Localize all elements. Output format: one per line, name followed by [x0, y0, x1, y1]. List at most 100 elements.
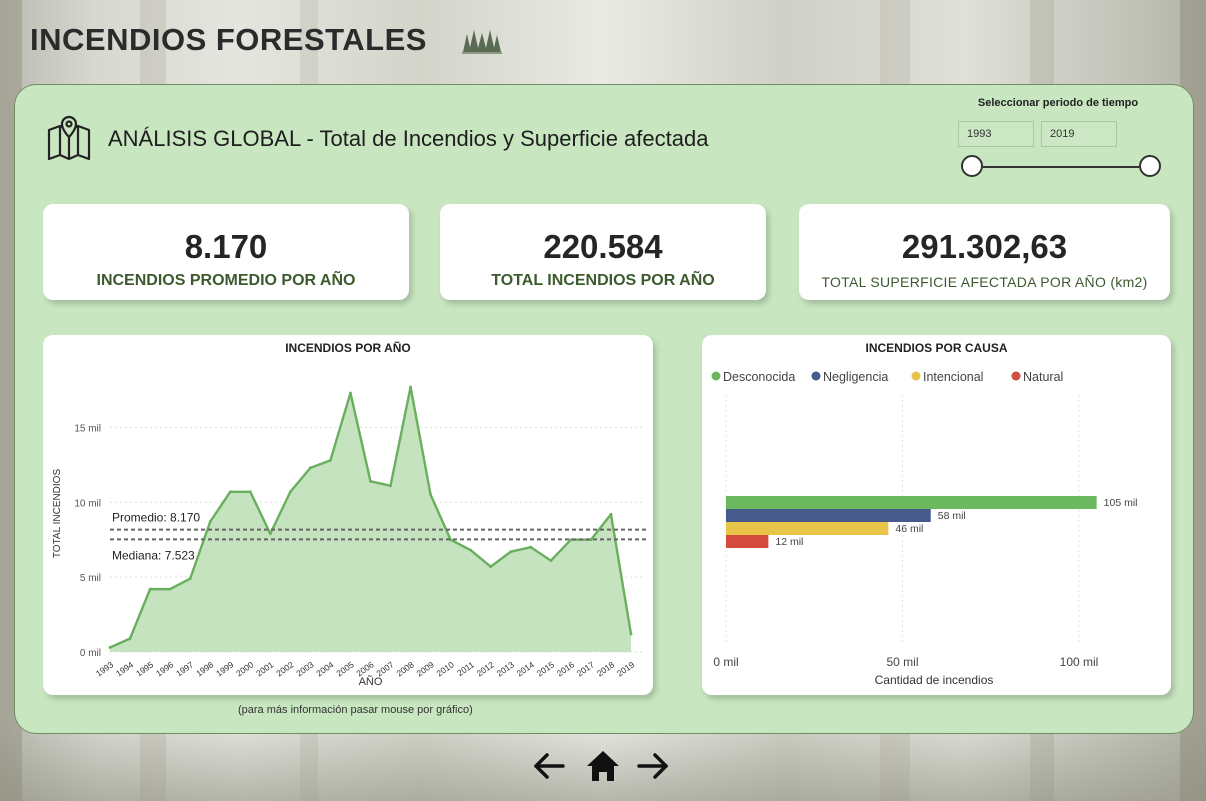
- bar-value-label: 12 mil: [775, 536, 803, 548]
- kpi-card-promedio: 8.170 INCENDIOS PROMEDIO POR AÑO: [43, 204, 409, 300]
- period-start-input[interactable]: 1993: [958, 121, 1034, 147]
- data-point: [308, 466, 312, 470]
- bar-desconocida: [726, 496, 1097, 509]
- legend-marker: [911, 371, 921, 381]
- data-point: [148, 587, 152, 591]
- bar-negligencia: [726, 509, 931, 522]
- x-axis-label: AÑO: [359, 675, 383, 688]
- page-title: INCENDIOS FORESTALES: [30, 22, 427, 57]
- y-tick-label: 15 mil: [74, 423, 101, 434]
- period-slider-end-handle[interactable]: [1139, 155, 1161, 177]
- x-tick-label: 1994: [114, 659, 135, 678]
- bar-chart-card[interactable]: INCENDIOS POR CAUSA Desconocida Negligenc…: [702, 335, 1171, 695]
- bar-chart-title: INCENDIOS POR CAUSA: [865, 341, 1008, 355]
- kpi-label: TOTAL INCENDIOS POR AÑO: [491, 272, 715, 289]
- kpi-value: 220.584: [543, 228, 663, 265]
- y-tick-label: 5 mil: [80, 573, 101, 584]
- x-tick-label: 2019: [615, 659, 636, 678]
- data-point: [389, 484, 392, 488]
- legend-label: Natural: [1023, 370, 1063, 384]
- x-tick-label: 2013: [495, 659, 516, 678]
- period-slider-start-handle[interactable]: [961, 155, 983, 177]
- bar-value-label: 46 mil: [895, 523, 923, 535]
- period-label: Seleccionar periodo de tiempo: [977, 97, 1139, 109]
- line-chart-card[interactable]: INCENDIOS POR AÑO 0 mil 5 mil 10 mil 15 mil…: [43, 335, 653, 695]
- x-tick-label: 1995: [134, 659, 155, 678]
- x-tick-label: 50 mil: [886, 655, 918, 669]
- section-title: ANÁLISIS GLOBAL - Total de Incendios y S…: [108, 126, 709, 151]
- x-tick-label: 2016: [555, 659, 576, 678]
- x-tick-label: 2017: [575, 659, 596, 678]
- data-point: [168, 587, 172, 591]
- arrow-left-icon[interactable]: [532, 748, 566, 784]
- x-tick-label: 1998: [194, 659, 215, 678]
- mediana-label: Mediana: 7.523: [112, 548, 195, 562]
- x-tick-label: 1997: [174, 659, 195, 678]
- data-point: [489, 565, 493, 569]
- data-point: [108, 646, 112, 649]
- data-point: [268, 532, 272, 536]
- y-tick-label: 0 mil: [80, 648, 101, 659]
- bar-value-label: 58 mil: [938, 510, 966, 522]
- chart-footnote: (para más información pasar mouse por gr…: [238, 704, 473, 716]
- y-axis-label: TOTAL INCENDIOS: [52, 469, 63, 559]
- data-point: [549, 559, 553, 563]
- bar-intencional: [726, 522, 889, 535]
- x-tick-label: 2015: [535, 659, 556, 678]
- map-pin-icon: [47, 115, 91, 161]
- legend-label: Intencional: [923, 370, 983, 384]
- data-point: [288, 490, 292, 494]
- x-tick-label: 2011: [455, 659, 476, 678]
- data-point: [228, 490, 232, 494]
- legend-marker: [811, 371, 821, 381]
- legend-label: Desconocida: [723, 370, 795, 384]
- x-tick-label: 2010: [435, 659, 456, 678]
- x-tick-label: 1999: [214, 659, 235, 678]
- x-tick-label: 2018: [595, 659, 616, 678]
- kpi-card-superficie: 291.302,63 TOTAL SUPERFICIE AFECTADA POR…: [799, 204, 1170, 300]
- data-point: [329, 458, 332, 462]
- data-point: [369, 479, 372, 483]
- x-axis-label: Cantidad de incendios: [875, 673, 994, 687]
- legend-marker: [711, 371, 721, 381]
- data-point: [589, 538, 593, 542]
- home-icon[interactable]: [585, 748, 621, 784]
- kpi-value: 8.170: [184, 228, 268, 265]
- x-tick-label: 2009: [415, 659, 436, 678]
- data-point: [629, 632, 633, 636]
- x-tick-label: 100 mil: [1060, 655, 1099, 669]
- x-tick-label: 2003: [294, 659, 315, 678]
- bar-natural: [726, 535, 769, 548]
- x-tick-label: 2001: [254, 659, 275, 678]
- kpi-card-total: 220.584 TOTAL INCENDIOS POR AÑO: [440, 204, 766, 300]
- kpi-value: 291.302,63: [901, 228, 1068, 265]
- line-chart-title: INCENDIOS POR AÑO: [285, 341, 411, 355]
- line-chart[interactable]: 0 mil 5 mil 10 mil 15 mil Promedio: 8.170 Med…: [43, 335, 653, 695]
- arrow-right-icon[interactable]: [636, 748, 670, 784]
- legend-label: Negligencia: [823, 370, 888, 384]
- x-tick-label: 2014: [515, 659, 536, 678]
- promedio-label: Promedio: 8.170: [112, 511, 200, 525]
- data-point: [208, 520, 212, 524]
- x-tick-label: 2000: [234, 659, 255, 678]
- bar-chart[interactable]: Desconocida Negligencia Intencional Natural…: [702, 335, 1171, 695]
- data-point: [248, 490, 252, 494]
- x-tick-label: 2002: [274, 659, 295, 678]
- data-point: [409, 385, 412, 389]
- data-point: [429, 493, 433, 497]
- data-point: [609, 512, 613, 516]
- x-tick-label: 2005: [334, 659, 355, 678]
- x-tick-label: 0 mil: [713, 655, 738, 669]
- area-fill: [110, 386, 631, 652]
- data-point: [349, 391, 352, 395]
- y-tick-label: 10 mil: [74, 498, 101, 509]
- data-point: [469, 548, 473, 552]
- kpi-label: INCENDIOS PROMEDIO POR AÑO: [96, 272, 356, 289]
- bar-value-label: 105 mil: [1104, 497, 1138, 509]
- data-point: [128, 637, 132, 640]
- x-tick-label: 2012: [475, 659, 496, 678]
- period-slider-track[interactable]: [972, 166, 1150, 168]
- period-end-input[interactable]: 2019: [1041, 121, 1117, 147]
- data-point: [188, 577, 192, 581]
- data-point: [569, 538, 573, 542]
